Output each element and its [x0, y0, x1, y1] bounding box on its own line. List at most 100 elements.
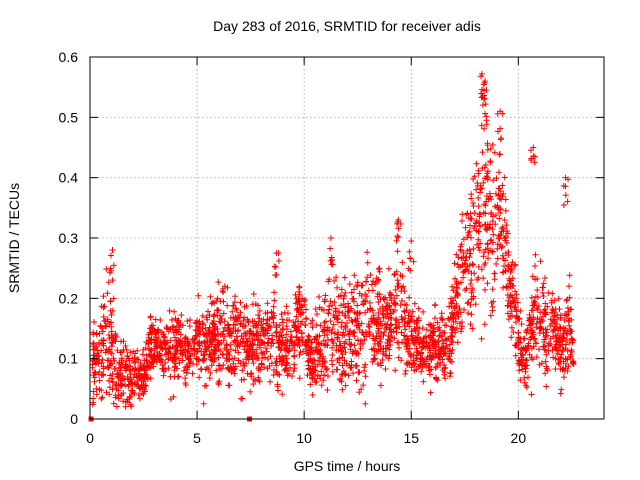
data-point — [477, 222, 484, 229]
data-point — [291, 323, 298, 330]
data-point — [567, 353, 574, 360]
data-point — [172, 364, 179, 371]
data-point — [222, 324, 229, 331]
data-point — [502, 250, 509, 257]
data-point — [338, 319, 345, 326]
data-point — [561, 316, 568, 323]
data-point — [165, 355, 172, 362]
data-point — [137, 374, 144, 381]
data-point — [147, 314, 154, 321]
data-point — [365, 323, 372, 330]
data-point — [108, 319, 115, 326]
data-point — [319, 358, 326, 365]
data-point — [141, 386, 148, 393]
data-point — [275, 333, 282, 340]
data-point — [511, 304, 518, 311]
data-point — [136, 395, 143, 402]
data-point — [548, 320, 555, 327]
peak-point — [481, 96, 488, 103]
data-point — [105, 364, 112, 371]
data-point — [513, 342, 520, 349]
data-point — [329, 361, 336, 368]
x-tick-label: 5 — [193, 430, 201, 446]
data-point — [501, 217, 508, 224]
data-point — [102, 349, 109, 356]
data-point — [220, 310, 227, 317]
data-point — [134, 377, 141, 384]
data-point — [223, 355, 230, 362]
data-point — [506, 294, 513, 301]
data-point — [564, 337, 571, 344]
data-point — [510, 329, 517, 336]
data-point — [330, 321, 337, 328]
data-point — [274, 358, 281, 365]
data-point — [366, 299, 373, 306]
data-point — [374, 293, 381, 300]
data-point — [175, 317, 182, 324]
data-point — [502, 233, 509, 240]
data-point — [165, 328, 172, 335]
data-point — [398, 297, 405, 304]
data-point — [451, 260, 458, 267]
peak-point — [219, 288, 226, 295]
data-point — [270, 372, 277, 379]
data-point — [304, 336, 311, 343]
data-point — [542, 370, 549, 377]
data-point — [373, 275, 380, 282]
data-point — [200, 352, 207, 359]
data-point — [345, 372, 352, 379]
data-point — [262, 354, 269, 361]
data-point — [340, 368, 347, 375]
data-point — [115, 381, 122, 388]
data-point — [334, 284, 341, 291]
data-point — [239, 323, 246, 330]
data-point — [169, 343, 176, 350]
data-point — [464, 247, 471, 254]
data-point — [485, 168, 492, 175]
data-point — [432, 338, 439, 345]
data-point — [496, 185, 503, 192]
data-point — [394, 248, 401, 255]
data-point — [239, 367, 246, 374]
data-point — [214, 342, 221, 349]
data-point — [321, 319, 328, 326]
data-point — [392, 367, 399, 374]
data-point — [264, 365, 271, 372]
data-point — [467, 250, 474, 257]
peak-point — [483, 86, 490, 93]
data-point — [227, 341, 234, 348]
data-point — [160, 333, 167, 340]
data-point — [202, 346, 209, 353]
data-point — [284, 310, 291, 317]
data-point — [223, 342, 230, 349]
data-point — [497, 231, 504, 238]
data-point — [338, 286, 345, 293]
data-point — [333, 366, 340, 373]
data-point — [467, 301, 474, 308]
data-point — [366, 324, 373, 331]
data-point — [449, 346, 456, 353]
data-point — [479, 165, 486, 172]
data-point — [211, 300, 218, 307]
peak-point — [109, 247, 116, 254]
data-point — [218, 339, 225, 346]
data-point — [480, 253, 487, 260]
data-point — [381, 329, 388, 336]
data-point — [518, 321, 525, 328]
data-point — [348, 289, 355, 296]
data-point — [443, 322, 450, 329]
data-point — [496, 195, 503, 202]
data-point — [489, 141, 496, 148]
data-point — [120, 347, 127, 354]
data-point — [489, 307, 496, 314]
data-point — [128, 387, 135, 394]
data-point — [215, 354, 222, 361]
data-point — [118, 355, 125, 362]
data-point — [421, 334, 428, 341]
data-point — [536, 346, 543, 353]
data-point — [335, 331, 342, 338]
data-point — [350, 329, 357, 336]
data-point — [492, 212, 499, 219]
data-point — [441, 371, 448, 378]
